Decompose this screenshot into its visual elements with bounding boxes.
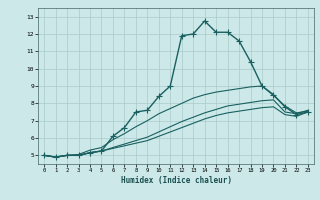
X-axis label: Humidex (Indice chaleur): Humidex (Indice chaleur) <box>121 176 231 185</box>
